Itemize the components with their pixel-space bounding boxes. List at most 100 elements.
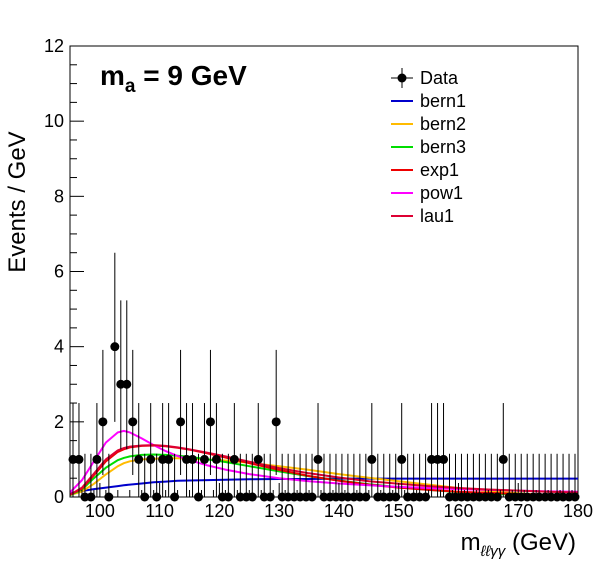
data-point (498, 403, 508, 497)
data-point (122, 300, 132, 450)
legend: Data bern1 bern2 bern3 exp1 pow1 lau1 (391, 68, 466, 226)
data-marker (211, 454, 221, 464)
data-marker (122, 379, 132, 389)
data-point (391, 453, 401, 502)
data-point (199, 403, 209, 497)
data-point (439, 403, 449, 497)
data-marker (170, 492, 180, 502)
plot-frame (69, 45, 579, 498)
data-point (134, 403, 144, 497)
data-point (74, 403, 84, 497)
x-tick-label: 150 (384, 501, 414, 521)
data-point (188, 403, 198, 497)
x-axis-title-main: m (461, 529, 481, 556)
legend-label-lau1: lau1 (420, 206, 454, 226)
annotation-main: m (100, 60, 125, 91)
data-marker (86, 492, 96, 502)
x-axis-title-unit: (GeV) (512, 529, 576, 556)
data-marker (271, 417, 281, 427)
data-marker (265, 492, 275, 502)
data-marker (110, 342, 120, 352)
legend-item-bern1: bern1 (391, 91, 466, 111)
legend-label-data: Data (420, 68, 459, 88)
axes-layer: 100 110 120 130 140 150 160 170 180 0 2 4 6 8 10 12 (44, 36, 593, 521)
data-layer (68, 252, 580, 502)
legend-label-exp1: exp1 (420, 160, 459, 180)
data-point (492, 453, 502, 502)
data-marker (313, 454, 323, 464)
x-tick-label: 160 (443, 501, 473, 521)
data-point (98, 349, 108, 475)
data-point (247, 453, 257, 502)
data-point (116, 300, 126, 450)
data-point (313, 403, 323, 497)
data-point (205, 349, 215, 475)
y-tick-label: 12 (44, 36, 64, 56)
y-tick-label: 6 (54, 262, 64, 282)
data-point (211, 403, 221, 497)
data-marker (421, 492, 431, 502)
data-marker (193, 492, 203, 502)
legend-item-data: Data (391, 68, 459, 88)
data-point (570, 453, 580, 502)
y-tick-label: 8 (54, 186, 64, 206)
data-marker (92, 454, 102, 464)
y-tick-label: 0 (54, 487, 64, 507)
data-marker (367, 454, 377, 464)
data-point (427, 403, 437, 497)
legend-item-lau1: lau1 (391, 206, 454, 226)
legend-label-pow1: pow1 (420, 183, 463, 203)
data-point (110, 252, 120, 422)
data-marker (188, 454, 198, 464)
data-point (164, 403, 174, 497)
data-point (104, 453, 114, 502)
y-tick-label: 10 (44, 111, 64, 131)
annotation-sub: a (125, 76, 136, 97)
data-point (433, 403, 443, 497)
data-point (223, 453, 233, 502)
x-tick-label: 130 (264, 501, 294, 521)
y-tick-label: 2 (54, 412, 64, 432)
legend-item-bern3: bern3 (391, 137, 466, 157)
data-point (253, 403, 263, 497)
data-point (92, 403, 102, 497)
data-marker (229, 454, 239, 464)
x-tick-label: 170 (503, 501, 533, 521)
x-tick-label: 100 (85, 501, 115, 521)
data-point (128, 349, 138, 475)
data-marker (176, 417, 186, 427)
data-point (397, 403, 407, 497)
data-point (265, 453, 275, 502)
data-marker (134, 454, 144, 464)
data-point (361, 453, 371, 502)
data-marker (205, 417, 215, 427)
data-marker (74, 454, 84, 464)
legend-label-bern3: bern3 (420, 137, 466, 157)
legend-data-marker (397, 73, 407, 83)
data-point (271, 349, 281, 475)
data-point (140, 453, 150, 502)
x-tick-label: 110 (145, 501, 174, 521)
data-point (176, 349, 186, 475)
data-marker (391, 492, 401, 502)
data-marker (104, 492, 114, 502)
data-point (307, 453, 317, 502)
data-point (421, 453, 431, 502)
data-marker (397, 454, 407, 464)
data-marker (164, 454, 174, 464)
legend-item-pow1: pow1 (391, 183, 463, 203)
x-axis-title: mℓℓγγ (GeV) (461, 529, 576, 560)
data-marker (498, 454, 508, 464)
y-tick-label: 4 (54, 337, 64, 357)
data-marker (98, 417, 108, 427)
data-point (146, 403, 156, 497)
legend-item-bern2: bern2 (391, 114, 466, 134)
y-axis-title: Events / GeV (4, 131, 31, 272)
data-marker (307, 492, 317, 502)
data-point (152, 453, 162, 502)
data-marker (128, 417, 138, 427)
data-marker (253, 454, 263, 464)
data-marker (439, 454, 449, 464)
data-marker (199, 454, 209, 464)
